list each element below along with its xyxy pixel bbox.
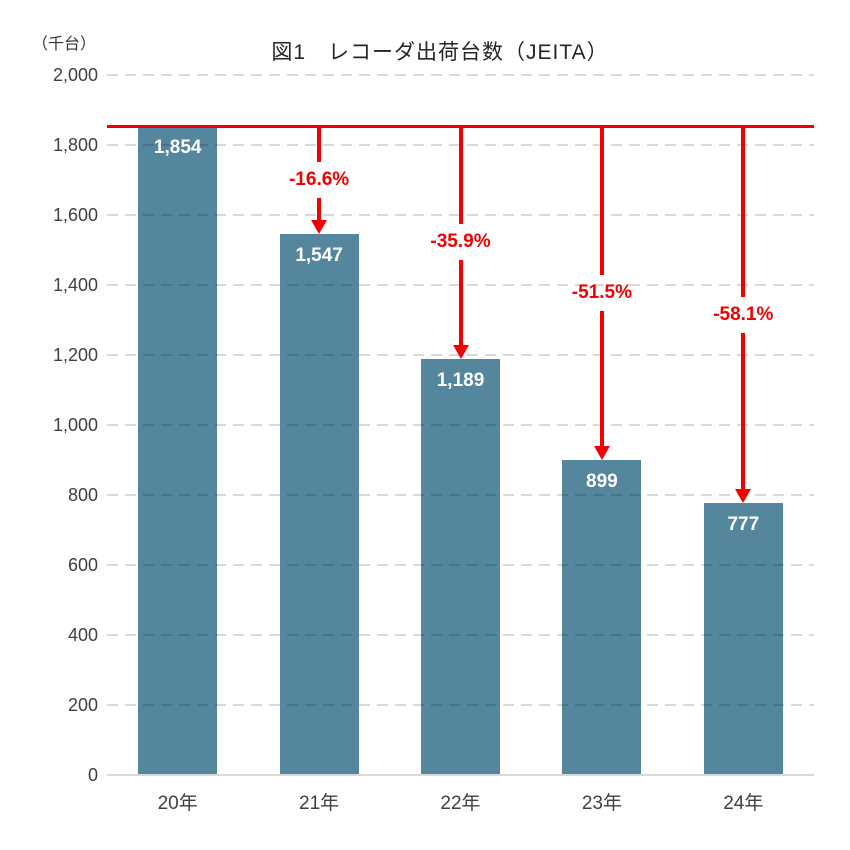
chart-title: 図1 レコーダ出荷台数（JEITA） [271,41,609,64]
decline-arrowhead [452,344,469,359]
bar [138,126,218,775]
decline-arrow-line [317,197,322,221]
decline-arrow-line [741,332,746,491]
decline-arrow-line [741,126,746,297]
y-tick-label: 2,000 [52,65,98,85]
decline-arrowhead [593,446,610,461]
y-tick-label: 1,000 [52,415,98,435]
bar [279,233,359,775]
bar-value-label: 1,854 [153,137,202,159]
y-tick-label: 800 [67,485,98,505]
y-tick-label: 1,200 [52,345,98,365]
y-gridline [107,564,814,566]
y-gridline [107,704,814,706]
pct-change-label: -51.5% [571,282,632,304]
y-gridline [107,634,814,636]
x-axis-line [107,774,814,776]
y-tick-label: 200 [67,695,98,715]
y-gridline [107,74,814,76]
bar-value-label: 899 [586,471,618,493]
x-category-label: 21年 [299,793,340,814]
x-category-label: 20年 [157,793,198,814]
x-category-label: 22年 [440,793,481,814]
x-category-label: 24年 [723,793,764,814]
decline-arrow-line [599,311,604,448]
bar-value-label: 1,547 [295,244,343,266]
y-axis-unit-label: （千台） [32,36,97,53]
decline-arrow-line [458,260,463,346]
pct-change-label: -58.1% [713,303,774,325]
decline-arrowhead [311,219,328,234]
y-gridline [107,494,814,496]
bar [421,358,500,775]
y-tick-label: 600 [67,555,98,575]
y-tick-label: 1,600 [52,205,98,225]
decline-arrow-line [458,126,463,225]
y-tick-label: 1,800 [52,135,98,155]
bar [562,460,642,775]
y-gridline [107,424,814,426]
y-tick-label: 1,400 [52,275,98,295]
y-tick-label: 0 [87,765,98,785]
decline-arrowhead [735,489,752,504]
pct-change-label: -16.6% [288,168,350,190]
decline-arrow-line [599,126,604,276]
bar [703,503,783,775]
decline-arrow-line [317,126,322,162]
bar-value-label: 1,189 [436,369,485,391]
x-category-label: 23年 [581,793,622,814]
bar-value-label: 777 [727,514,760,536]
pct-change-label: -35.9% [430,231,491,253]
y-tick-label: 400 [67,625,98,645]
